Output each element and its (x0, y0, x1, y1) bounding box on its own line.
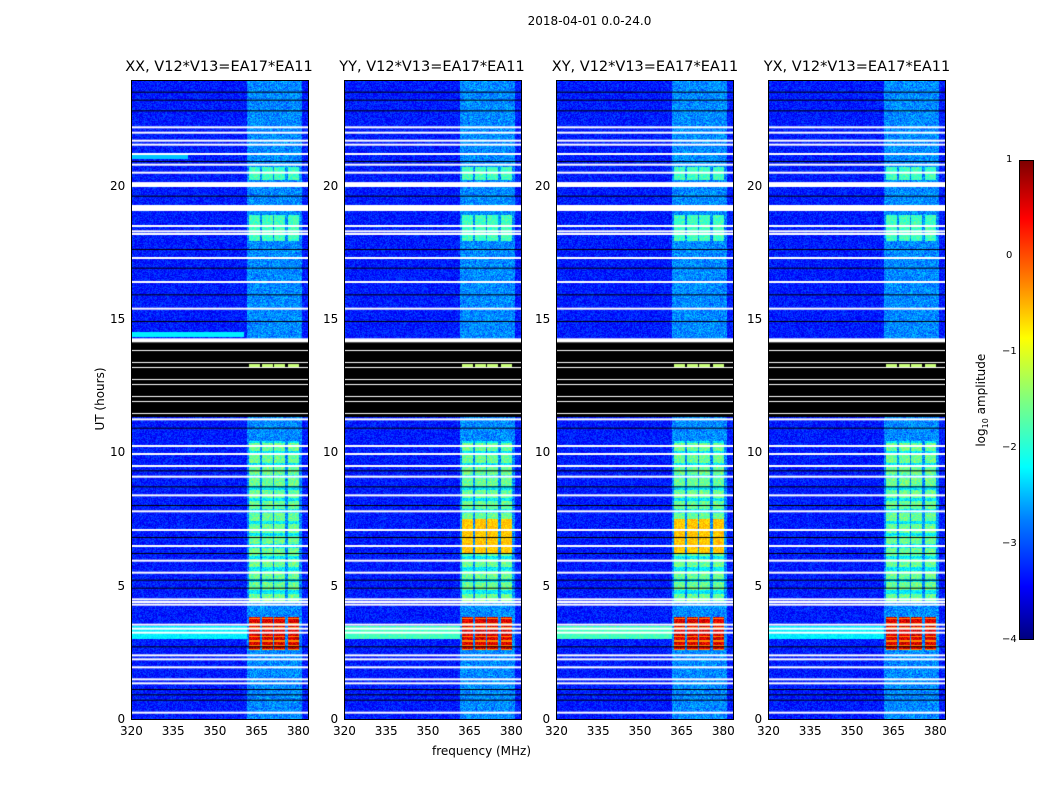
colorbar-tick: −4 (1002, 634, 1017, 645)
y-tick-label: 0 (330, 712, 339, 726)
x-tick-label: 320 (333, 724, 356, 738)
heatmap-panel-xy (556, 80, 734, 720)
panel-title-xy: XY, V12*V13=EA17*EA11 (551, 59, 739, 75)
colorbar-label: log10 amplitude (974, 350, 990, 450)
y-tick-label: 10 (535, 445, 551, 460)
colorbar-tick: 0 (1006, 250, 1013, 261)
x-tick-label: 365 (245, 724, 269, 738)
y-tick-label: 15 (747, 312, 763, 326)
y-tick-label: 10 (323, 445, 339, 460)
x-tick-label: 320 (757, 724, 780, 738)
y-tick-label: 5 (754, 578, 763, 593)
heatmap-panel-xx (131, 80, 309, 720)
y-axis-label: UT (hours) (93, 367, 107, 431)
y-tick-label: 0 (542, 712, 551, 726)
colorbar-tick: −1 (1002, 346, 1017, 357)
x-tick-label: 320 (120, 724, 143, 738)
x-tick-label: 335 (586, 724, 610, 738)
colorbar-tick: 1 (1006, 154, 1013, 165)
colorbar-label-rest: amplitude (973, 353, 988, 419)
x-tick-label: 350 (840, 724, 864, 738)
colorbar (1019, 160, 1034, 640)
panel-title-xx: XX, V12*V13=EA17*EA11 (125, 59, 313, 75)
y-tick-label: 10 (747, 445, 763, 460)
x-tick-label: 350 (416, 724, 440, 738)
y-tick-label: 20 (747, 178, 763, 193)
x-tick-label: 380 (923, 724, 947, 738)
x-tick-label: 380 (286, 724, 310, 738)
figure-suptitle: 2018-04-01 0.0-24.0 (527, 14, 652, 28)
y-tick-label: 5 (117, 578, 126, 593)
y-tick-label: 5 (330, 578, 339, 593)
colorbar-label-log: log (973, 428, 988, 447)
colorbar-label-sub: 10 (981, 418, 991, 429)
x-tick-label: 335 (374, 724, 398, 738)
colorbar-tick: −2 (1002, 442, 1017, 453)
y-tick-label: 15 (323, 312, 339, 326)
heatmap-panel-yx (768, 80, 946, 720)
x-tick-label: 365 (670, 724, 694, 738)
y-tick-label: 0 (117, 712, 126, 726)
y-tick-label: 15 (110, 312, 126, 326)
x-tick-label: 365 (882, 724, 906, 738)
x-tick-label: 350 (203, 724, 227, 738)
y-tick-label: 0 (754, 712, 763, 726)
y-tick-label: 5 (542, 578, 551, 593)
panel-title-yy: YY, V12*V13=EA17*EA11 (339, 59, 525, 75)
y-tick-label: 20 (535, 178, 551, 193)
heatmap-panel-yy (344, 80, 522, 720)
x-tick-label: 335 (161, 724, 185, 738)
panel-title-yx: YX, V12*V13=EA17*EA11 (763, 59, 951, 75)
x-tick-label: 320 (545, 724, 568, 738)
x-tick-label: 350 (628, 724, 652, 738)
heatmap-canvas-xy (557, 81, 733, 719)
heatmap-canvas-yy (345, 81, 521, 719)
y-tick-label: 10 (110, 445, 126, 460)
colorbar-tick: −3 (1002, 538, 1017, 549)
y-tick-label: 20 (110, 178, 126, 193)
x-axis-label: frequency (MHz) (432, 744, 532, 758)
y-tick-label: 15 (535, 312, 551, 326)
heatmap-canvas-yx (769, 81, 945, 719)
x-tick-label: 365 (458, 724, 482, 738)
x-tick-label: 335 (798, 724, 822, 738)
y-tick-label: 20 (323, 178, 339, 193)
heatmap-canvas-xx (132, 81, 308, 719)
x-tick-label: 380 (499, 724, 523, 738)
x-tick-label: 380 (711, 724, 735, 738)
